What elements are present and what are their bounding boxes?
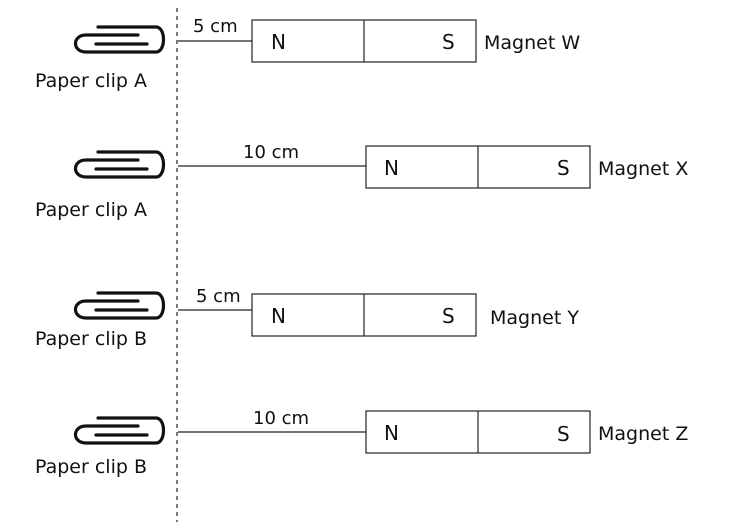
paper-clip-icon bbox=[73, 416, 166, 445]
north-pole-label: N bbox=[271, 304, 286, 328]
north-pole-label: N bbox=[384, 421, 399, 445]
paper-clip-icon bbox=[73, 291, 166, 320]
magnet-label: Magnet Z bbox=[598, 423, 688, 445]
south-pole-label: S bbox=[442, 30, 455, 54]
magnet-label: Magnet Y bbox=[490, 307, 579, 329]
row-magnet-z: Paper clip B 10 cm N S Magnet Z bbox=[35, 408, 688, 478]
clip-label: Paper clip B bbox=[35, 456, 147, 478]
magnet-label: Magnet X bbox=[598, 158, 688, 180]
row-magnet-x: Paper clip A 10 cm N S Magnet X bbox=[35, 142, 688, 221]
south-pole-label: S bbox=[557, 156, 570, 180]
paper-clip-icon bbox=[73, 150, 166, 179]
distance-label: 5 cm bbox=[196, 286, 241, 307]
magnet-label: Magnet W bbox=[484, 32, 580, 54]
south-pole-label: S bbox=[442, 304, 455, 328]
clip-label: Paper clip A bbox=[35, 199, 147, 221]
south-pole-label: S bbox=[557, 422, 570, 446]
clip-label: Paper clip A bbox=[35, 70, 147, 92]
paper-clip-icon bbox=[73, 25, 166, 54]
clip-label: Paper clip B bbox=[35, 328, 147, 350]
distance-label: 10 cm bbox=[253, 408, 309, 429]
row-magnet-w: Paper clip A 5 cm N S Magnet W bbox=[35, 16, 580, 92]
north-pole-label: N bbox=[384, 156, 399, 180]
distance-label: 5 cm bbox=[193, 16, 238, 37]
north-pole-label: N bbox=[271, 30, 286, 54]
row-magnet-y: Paper clip B 5 cm N S Magnet Y bbox=[35, 286, 579, 350]
distance-label: 10 cm bbox=[243, 142, 299, 163]
